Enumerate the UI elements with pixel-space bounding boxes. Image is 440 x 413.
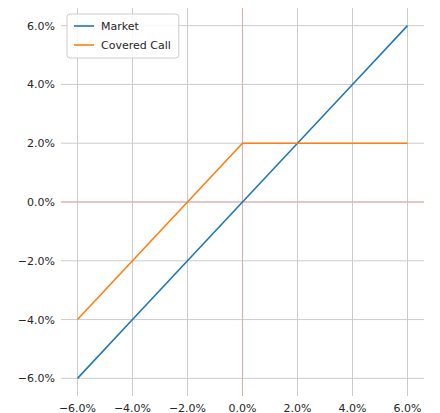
series-line: [78, 26, 408, 379]
x-tick-label: −6.0%: [59, 402, 96, 413]
plot-marks: [61, 8, 424, 396]
x-tick-label: 0.0%: [229, 402, 257, 413]
legend-swatch: [74, 44, 94, 46]
x-tick-label: 4.0%: [339, 402, 367, 413]
plot-area: [61, 8, 424, 396]
legend-label: Covered Call: [101, 39, 171, 52]
y-tick-label: −4.0%: [18, 314, 55, 327]
y-tick-label: 0.0%: [27, 196, 55, 209]
legend-box: [67, 14, 179, 58]
legend-label: Market: [101, 20, 139, 33]
x-tick-label: 6.0%: [394, 402, 422, 413]
y-tick-label: 6.0%: [27, 20, 55, 33]
legend: Market Covered Call: [67, 14, 179, 58]
x-tick-label: −4.0%: [114, 402, 151, 413]
x-tick-label: 2.0%: [284, 402, 312, 413]
y-tick-label: −2.0%: [18, 255, 55, 268]
series-line: [78, 143, 408, 319]
legend-swatch: [74, 25, 94, 27]
y-tick-label: 2.0%: [27, 137, 55, 150]
y-tick-label: −6.0%: [18, 372, 55, 385]
chart: −6.0% −4.0% −2.0% 0.0% 2.0% 4.0% 6.0% −6.0% −4.0…: [0, 0, 440, 413]
y-tick-label: 4.0%: [27, 78, 55, 91]
x-tick-label: −2.0%: [169, 402, 206, 413]
